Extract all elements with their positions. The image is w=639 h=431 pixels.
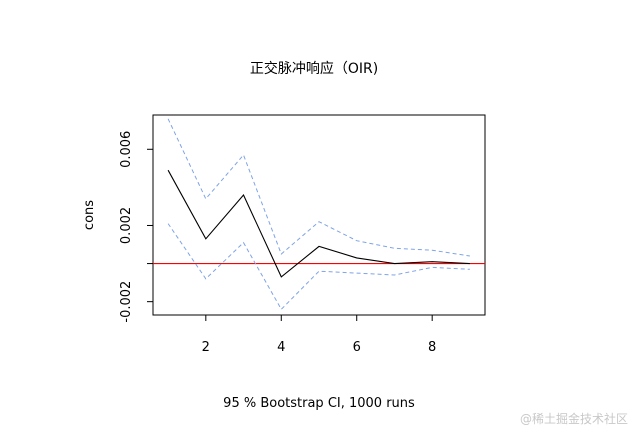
x-tick-label: 6 bbox=[353, 340, 361, 355]
x-axis-label: 95 % Bootstrap CI, 1000 runs bbox=[223, 396, 415, 411]
series-line-upper bbox=[167, 118, 470, 257]
plot-frame bbox=[152, 114, 486, 316]
x-tick-label: 4 bbox=[277, 340, 285, 355]
x-tick-label: 2 bbox=[202, 340, 210, 355]
series-line-irf bbox=[167, 169, 470, 278]
y-tick-label: 0.002 bbox=[119, 207, 134, 244]
watermark: @稀土掘金技术社区 bbox=[520, 411, 628, 426]
x-tick-label: 8 bbox=[428, 340, 436, 355]
y-axis: -0.002 0.002 0.006 bbox=[119, 131, 153, 323]
y-tick-label: -0.002 bbox=[119, 281, 134, 323]
series-group bbox=[167, 118, 470, 311]
series-line-lower bbox=[167, 223, 470, 311]
y-axis-label: cons bbox=[82, 200, 97, 230]
y-tick-label: 0.006 bbox=[119, 131, 134, 168]
chart-title: 正交脉冲响应（OIR) bbox=[250, 60, 378, 77]
x-axis: 2 4 6 8 bbox=[202, 315, 436, 355]
